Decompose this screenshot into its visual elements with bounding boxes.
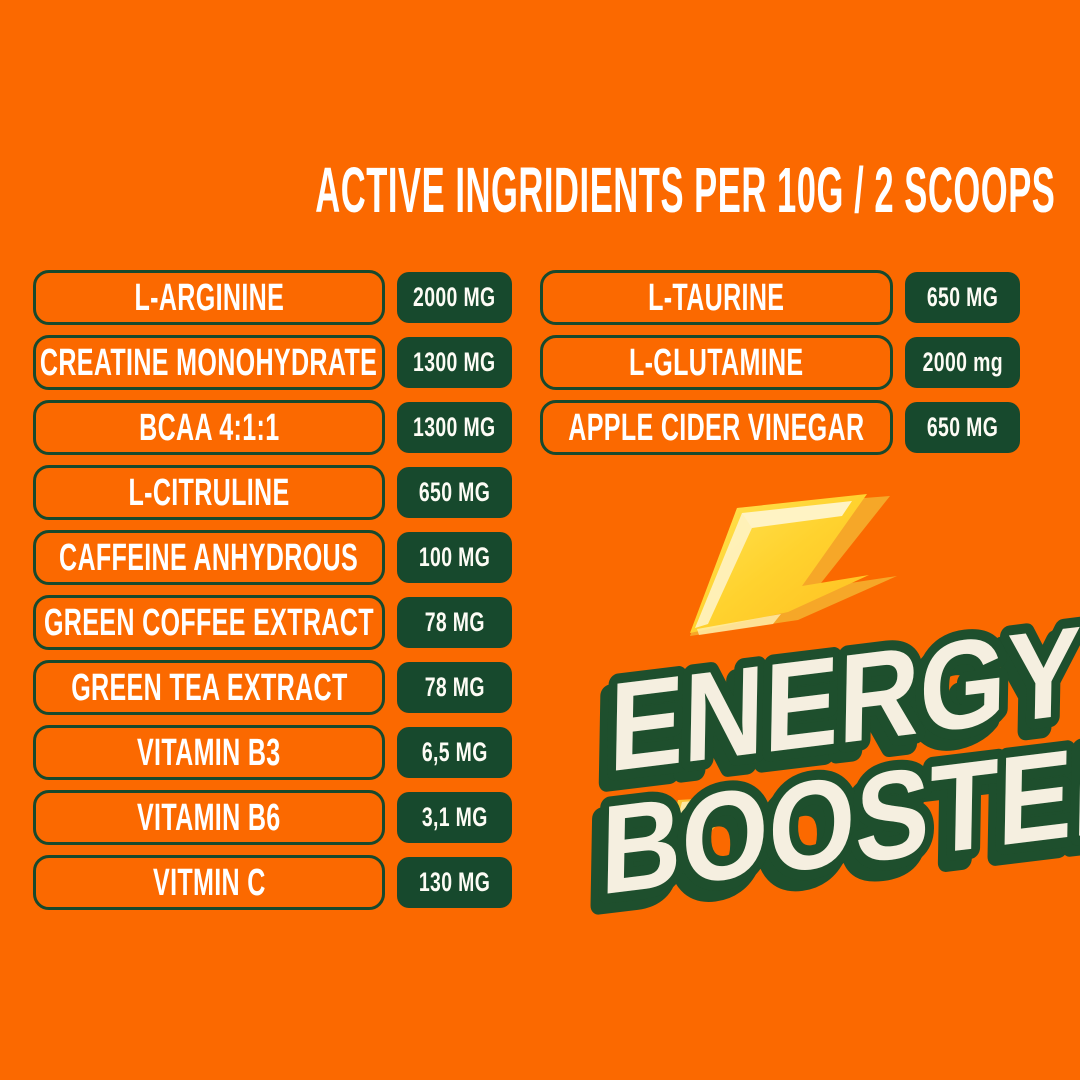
ingredient-amount: 6,5 MG xyxy=(421,737,488,767)
ingredient-name-box: L-TAURINE xyxy=(540,270,893,325)
ingredient-amount: 130 MG xyxy=(418,867,491,897)
ingredient-name: VITMIN C xyxy=(152,861,266,904)
ingredient-name-box: L-CITRULINE xyxy=(33,465,385,520)
ingredient-row: GREEN COFFEE EXTRACT 78 MG xyxy=(33,595,512,650)
ingredient-amount: 650 MG xyxy=(926,412,999,442)
ingredient-amount-badge: 100 MG xyxy=(397,532,512,583)
ingredient-row: CREATINE MONOHYDRATE 1300 MG xyxy=(33,335,512,390)
ingredient-row: L-ARGININE 2000 MG xyxy=(33,270,512,325)
ingredient-name-box: L-GLUTAMINE xyxy=(540,335,893,390)
ingredient-amount: 100 MG xyxy=(418,542,491,572)
ingredient-amount-badge: 1300 MG xyxy=(397,402,512,453)
ingredient-amount: 78 MG xyxy=(424,607,485,637)
page-title: ACTIVE INGRIDIENTS PER 10G / 2 SCOOPS xyxy=(0,158,1080,222)
ingredient-row: L-CITRULINE 650 MG xyxy=(33,465,512,520)
ingredient-amount-badge: 650 MG xyxy=(905,402,1020,453)
page-title-text: ACTIVE INGRIDIENTS PER 10G / 2 SCOOPS xyxy=(315,154,1056,226)
ingredients-column-right: L-TAURINE 650 MG L-GLUTAMINE 2000 mg APP… xyxy=(540,270,1020,455)
ingredient-name-box: CAFFEINE ANHYDROUS xyxy=(33,530,385,585)
ingredient-row: L-TAURINE 650 MG xyxy=(540,270,1020,325)
ingredient-amount: 650 MG xyxy=(926,282,999,312)
ingredient-name-box: GREEN COFFEE EXTRACT xyxy=(33,595,385,650)
ingredient-amount: 1300 MG xyxy=(413,347,496,377)
ingredient-name: GREEN TEA EXTRACT xyxy=(70,666,348,709)
ingredient-row: BCAA 4:1:1 1300 MG xyxy=(33,400,512,455)
ingredient-row: L-GLUTAMINE 2000 mg xyxy=(540,335,1020,390)
ingredient-amount-badge: 3,1 MG xyxy=(397,792,512,843)
ingredient-amount: 650 MG xyxy=(418,477,491,507)
ingredient-amount: 1300 MG xyxy=(413,412,496,442)
ingredient-name-box: GREEN TEA EXTRACT xyxy=(33,660,385,715)
ingredient-row: VITAMIN B3 6,5 MG xyxy=(33,725,512,780)
energy-booster-logo: ENERGY ENERGY BOOSTER BOOSTER xyxy=(582,494,1080,930)
ingredients-column-left: L-ARGININE 2000 MG CREATINE MONOHYDRATE … xyxy=(33,270,512,910)
ingredient-amount-badge: 1300 MG xyxy=(397,337,512,388)
ingredient-amount: 2000 MG xyxy=(413,282,496,312)
ingredient-row: VITMIN C 130 MG xyxy=(33,855,512,910)
lightning-bolt-icon xyxy=(658,494,897,886)
ingredient-name: VITAMIN B6 xyxy=(137,796,281,839)
ingredient-amount-badge: 650 MG xyxy=(905,272,1020,323)
ingredient-row: CAFFEINE ANHYDROUS 100 MG xyxy=(33,530,512,585)
ingredient-row: APPLE CIDER VINEGAR 650 MG xyxy=(540,400,1020,455)
ingredient-amount: 78 MG xyxy=(424,672,485,702)
ingredient-name: CAFFEINE ANHYDROUS xyxy=(59,536,359,579)
ingredient-row: GREEN TEA EXTRACT 78 MG xyxy=(33,660,512,715)
ingredient-amount-badge: 6,5 MG xyxy=(397,727,512,778)
ingredient-name: L-CITRULINE xyxy=(128,471,290,514)
ingredient-amount-badge: 78 MG xyxy=(397,597,512,648)
ingredient-name-box: VITMIN C xyxy=(33,855,385,910)
ingredient-name: L-TAURINE xyxy=(648,276,785,319)
ingredient-name-box: BCAA 4:1:1 xyxy=(33,400,385,455)
ingredient-name: VITAMIN B3 xyxy=(137,731,281,774)
ingredient-name-box: L-ARGININE xyxy=(33,270,385,325)
ingredient-name-box: VITAMIN B3 xyxy=(33,725,385,780)
ingredient-amount-badge: 2000 MG xyxy=(397,272,512,323)
ingredient-amount-badge: 2000 mg xyxy=(905,337,1020,388)
ingredient-name: BCAA 4:1:1 xyxy=(138,406,280,449)
ingredient-name: APPLE CIDER VINEGAR xyxy=(568,406,865,449)
ingredient-name: L-GLUTAMINE xyxy=(629,341,804,384)
ingredient-amount-badge: 130 MG xyxy=(397,857,512,908)
ingredient-name: CREATINE MONOHYDRATE xyxy=(40,341,378,384)
ingredient-name: GREEN COFFEE EXTRACT xyxy=(44,601,374,644)
ingredient-name-box: VITAMIN B6 xyxy=(33,790,385,845)
ingredient-amount: 3,1 MG xyxy=(421,802,488,832)
ingredient-amount-badge: 650 MG xyxy=(397,467,512,518)
ingredient-name: L-ARGININE xyxy=(134,276,284,319)
ingredient-row: VITAMIN B6 3,1 MG xyxy=(33,790,512,845)
ingredient-name-box: APPLE CIDER VINEGAR xyxy=(540,400,893,455)
ingredient-amount: 2000 mg xyxy=(922,347,1003,377)
ingredient-amount-badge: 78 MG xyxy=(397,662,512,713)
ingredient-name-box: CREATINE MONOHYDRATE xyxy=(33,335,385,390)
